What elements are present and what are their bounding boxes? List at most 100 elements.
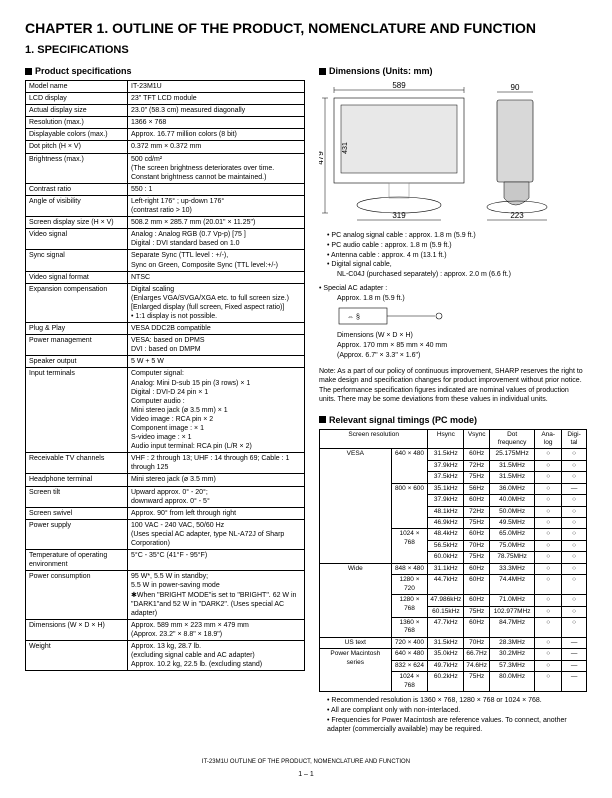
timing-cell: 75Hz [464, 672, 490, 692]
spec-label: Screen tilt [26, 486, 128, 507]
spec-value: 0.372 mm × 0.372 mm [128, 141, 305, 153]
timing-cell: ○ [535, 660, 562, 671]
timing-cell: 47.986kHz [428, 595, 464, 606]
timing-cell: ○ [535, 637, 562, 648]
timing-cell: 28.3MHz [490, 637, 535, 648]
column-header: Ana-log [535, 429, 562, 449]
timing-cell: 48.1kHz [428, 506, 464, 517]
spec-label: Weight [26, 640, 128, 670]
timing-cell: 74.4MHz [490, 575, 535, 595]
list-item: Digital signal cable, [327, 260, 587, 270]
timing-cell: ○ [562, 540, 587, 551]
table-row: Screen swivelApprox. 90° from left throu… [26, 507, 305, 519]
group-cell: Power Macintosh series [320, 649, 392, 692]
table-row: Video signalAnalog : Analog RGB (0.7 Vp-… [26, 229, 305, 250]
spec-value: Mini stereo jack (ø 3.5 mm) [128, 474, 305, 486]
footer-model: IT-23M1U OUTLINE OF THE PRODUCT, NOMENCL… [25, 759, 587, 765]
spec-value: Approx. 589 mm × 223 mm × 479 mm (Approx… [128, 619, 305, 640]
spec-label: Model name [26, 81, 128, 93]
timing-cell: 60Hz [464, 495, 490, 506]
timing-cell: 60Hz [464, 449, 490, 460]
table-row: Contrast ratio550 : 1 [26, 183, 305, 195]
table-row: Headphone terminalMini stereo jack (ø 3.… [26, 474, 305, 486]
timing-cell: — [562, 483, 587, 494]
timing-cell: ○ [535, 483, 562, 494]
list-item: NL-C04J (purchased separately) : approx.… [333, 270, 587, 280]
timing-cell: ○ [562, 472, 587, 483]
spec-label: Headphone terminal [26, 474, 128, 486]
timing-cell: 75.0MHz [490, 540, 535, 551]
spec-label: Screen swivel [26, 507, 128, 519]
timing-cell: ○ [535, 472, 562, 483]
timing-cell: ○ [562, 460, 587, 471]
spec-label: Contrast ratio [26, 183, 128, 195]
cable-notes: PC analog signal cable : approx. 1.8 m (… [319, 231, 587, 280]
spec-value: VHF : 2 through 13; UHF : 14 through 69;… [128, 453, 305, 474]
column-header: Screen resolution [320, 429, 428, 449]
res-cell: 800 × 600 [391, 483, 428, 529]
spec-label: Brightness (max.) [26, 153, 128, 183]
table-row: WeightApprox. 13 kg, 28.7 lb. (excluding… [26, 640, 305, 670]
spec-label: Sync signal [26, 250, 128, 271]
spec-value: Approx. 16.77 million colors (8 bit) [128, 129, 305, 141]
timing-cell: 56Hz [464, 483, 490, 494]
timing-cell: ○ [562, 552, 587, 563]
timing-cell: ○ [562, 449, 587, 460]
table-row: Input terminalsComputer signal: Analog: … [26, 368, 305, 453]
timing-cell: ○ [535, 563, 562, 574]
timing-notes: Recommended resolution is 1360 × 768, 12… [319, 696, 587, 735]
spec-value: 1366 × 768 [128, 117, 305, 129]
timing-cell: ○ [562, 563, 587, 574]
timing-cell: — [562, 660, 587, 671]
table-row: Plug & PlayVESA DDC2B compatible [26, 323, 305, 335]
timing-cell: 70Hz [464, 637, 490, 648]
timing-cell: ○ [562, 606, 587, 617]
spec-label: Resolution (max.) [26, 117, 128, 129]
table-row: Expansion compensationDigital scaling (E… [26, 283, 305, 322]
spec-label: LCD display [26, 93, 128, 105]
spec-value: Separate Sync (TTL level : +/-), Sync on… [128, 250, 305, 271]
list-item: All are compliant only with non-interlac… [327, 706, 587, 716]
timing-cell: ○ [535, 460, 562, 471]
timing-cell: 72Hz [464, 506, 490, 517]
svg-text:431: 431 [342, 142, 349, 154]
timing-cell: 70Hz [464, 540, 490, 551]
spec-value: 5°C - 35°C (41°F - 95°F) [128, 550, 305, 571]
timing-cell: 49.7kHz [428, 660, 464, 671]
timing-cell: 60.15kHz [428, 606, 464, 617]
spec-label: Dimensions (W × D × H) [26, 619, 128, 640]
timing-cell: 49.5MHz [490, 518, 535, 529]
table-row: Wide848 × 48031.1kHz60Hz33.3MHz○○ [320, 563, 587, 574]
spec-value: Upward approx. 0° - 20°; downward approx… [128, 486, 305, 507]
table-row: Receivable TV channelsVHF : 2 through 13… [26, 453, 305, 474]
spec-label: Angle of visibility [26, 195, 128, 216]
timing-heading: Relevant signal timings (PC mode) [319, 415, 587, 425]
table-row: Temperature of operating environment5°C … [26, 550, 305, 571]
timing-cell: 31.5kHz [428, 637, 464, 648]
svg-text:479: 479 [319, 151, 325, 165]
timing-cell: ○ [535, 449, 562, 460]
spec-label: Video signal format [26, 271, 128, 283]
timing-cell: 84.7MHz [490, 617, 535, 637]
spec-label: Actual display size [26, 105, 128, 117]
adapter-block: • Special AC adapter : Approx. 1.8 m (5.… [319, 284, 587, 361]
spec-value: IT-23M1U [128, 81, 305, 93]
timing-cell: ○ [562, 495, 587, 506]
res-cell: 640 × 480 [391, 649, 428, 660]
spec-value: 23.0" (58.3 cm) measured diagonally [128, 105, 305, 117]
adapter-diagram: ⇔ § [337, 304, 447, 328]
dim-heading: Dimensions (Units: mm) [319, 66, 587, 76]
timing-cell: 78.75MHz [490, 552, 535, 563]
table-row: Power managementVESA: based on DPMS DVI … [26, 335, 305, 356]
section-title: 1. SPECIFICATIONS [25, 44, 587, 56]
res-cell: 832 × 624 [391, 660, 428, 671]
spec-value: 500 cd/m² (The screen brightness deterio… [128, 153, 305, 183]
table-row: Power consumption95 W*, 5.5 W in standby… [26, 571, 305, 619]
timing-cell: ○ [535, 649, 562, 660]
svg-text:⇔ §: ⇔ § [347, 314, 360, 321]
res-cell: 848 × 480 [391, 563, 428, 574]
timing-cell: 71.0MHz [490, 595, 535, 606]
spec-label: Plug & Play [26, 323, 128, 335]
timing-cell: ○ [535, 672, 562, 692]
timing-cell: 31.1kHz [428, 563, 464, 574]
